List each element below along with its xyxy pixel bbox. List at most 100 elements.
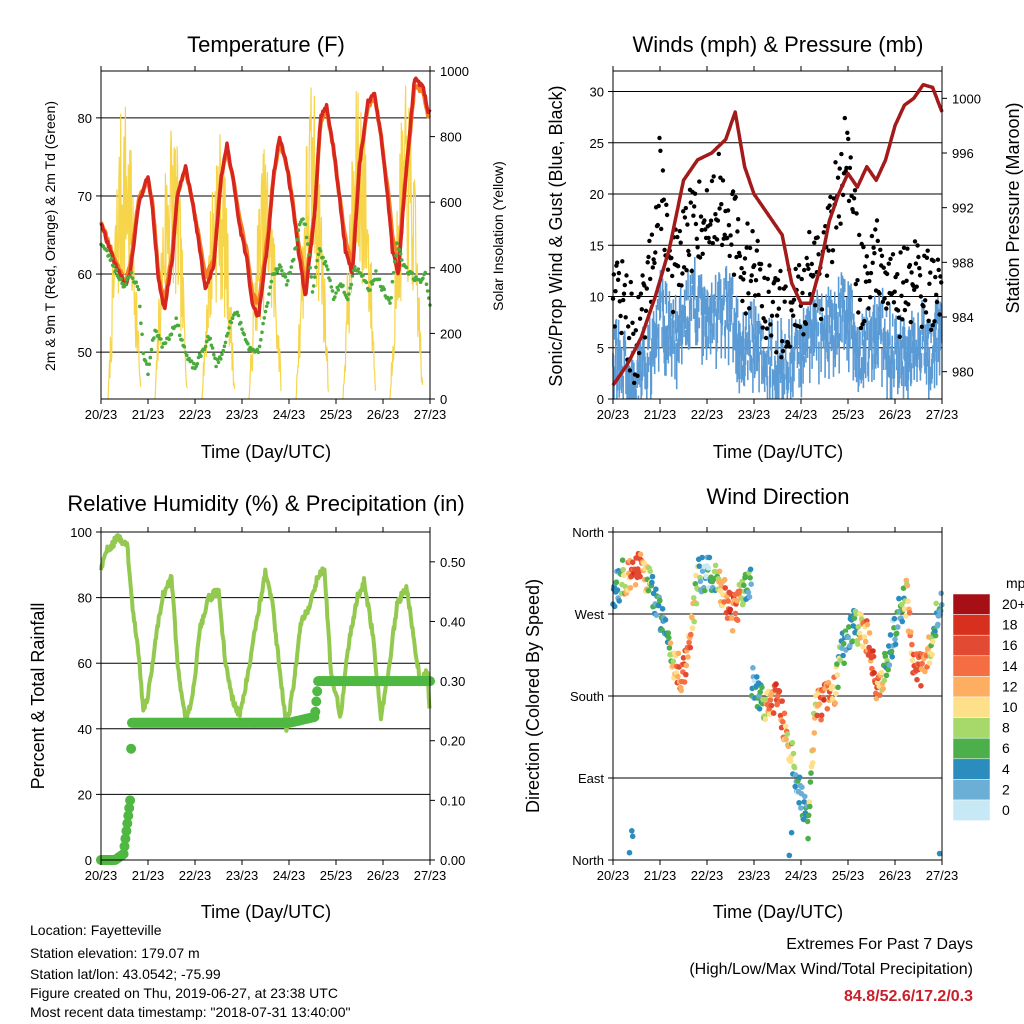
gust-point — [744, 245, 749, 250]
dewpoint-point — [195, 362, 200, 366]
dir-ytick-label: North — [572, 525, 604, 540]
direction-point — [754, 674, 760, 680]
dewpoint-point — [134, 280, 138, 285]
direction-point — [647, 568, 653, 574]
gust-point — [683, 205, 688, 211]
gust-point — [669, 255, 674, 261]
gust-point — [635, 373, 640, 378]
direction-point — [732, 610, 739, 617]
direction-point — [834, 661, 840, 667]
gust-point — [838, 221, 843, 226]
direction-point — [632, 582, 639, 588]
gust-point — [741, 277, 746, 282]
gust-point — [737, 253, 743, 259]
wind-ytick-label: 5 — [597, 341, 604, 356]
legend-label: 0 — [1002, 802, 1010, 818]
temperature-xlabel: Time (Day/UTC) — [201, 442, 331, 462]
rh-ytick-right-label: 0.00 — [440, 853, 465, 868]
gust-point — [877, 291, 882, 296]
gust-point — [826, 248, 831, 253]
dewpoint-point — [316, 252, 321, 257]
dewpoint-point — [257, 344, 262, 349]
gust-point — [665, 267, 671, 272]
wind-ytick-right-label: 1000 — [952, 91, 981, 106]
gust-point — [919, 324, 924, 329]
gust-point — [612, 324, 617, 329]
gust-point — [905, 246, 910, 251]
rh-xtick-label: 21/23 — [132, 868, 165, 883]
gust-point — [637, 316, 643, 321]
direction-point — [870, 648, 876, 654]
gust-point — [626, 335, 632, 341]
direction-point — [805, 835, 811, 842]
direction-point — [905, 598, 911, 605]
gust-point — [675, 264, 681, 269]
direction-point — [807, 803, 813, 810]
gust-point — [768, 322, 773, 327]
direction-point — [697, 578, 704, 585]
gust-point — [645, 260, 650, 265]
gust-point — [686, 252, 692, 258]
temp-ytick-right-label: 0 — [440, 392, 447, 407]
dewpoint-point — [136, 287, 141, 292]
dir-ytick-label: West — [575, 607, 605, 622]
direction-point — [666, 634, 672, 641]
wind-ytick-label: 0 — [597, 392, 604, 407]
direction-point — [834, 672, 841, 678]
rh-xtick-label: 24/23 — [273, 868, 306, 883]
gust-point — [710, 241, 715, 246]
gust-point — [638, 291, 644, 296]
direction-point — [882, 653, 889, 660]
gust-point — [868, 270, 874, 276]
gust-point — [891, 300, 897, 305]
gust-point — [858, 325, 864, 331]
extremes-subtitle: (High/Low/Max Wind/Total Precipitation) — [689, 961, 973, 978]
gust-point — [865, 271, 870, 276]
dewpoint-point — [163, 341, 168, 345]
dewpoint-point — [397, 248, 402, 252]
gust-point — [847, 165, 853, 171]
direction-point — [683, 671, 689, 678]
gust-point — [895, 272, 900, 277]
dewpoint-point — [410, 271, 415, 276]
gust-point — [939, 280, 944, 285]
direction-point — [926, 660, 933, 666]
direction-point — [649, 573, 656, 580]
gust-point — [664, 202, 669, 207]
gust-point — [764, 326, 770, 331]
direction-point — [880, 685, 886, 692]
legend-label: 8 — [1002, 720, 1010, 736]
direction-point — [756, 706, 763, 712]
gust-point — [803, 321, 809, 326]
gust-point — [890, 252, 896, 257]
dewpoint-point — [361, 273, 365, 278]
gust-point — [930, 323, 935, 328]
gust-point — [759, 304, 765, 309]
dewpoint-point — [236, 313, 241, 318]
gust-point — [906, 302, 911, 307]
legend-swatch — [952, 614, 991, 636]
gust-point — [630, 320, 635, 325]
direction-point — [873, 695, 880, 702]
direction-point — [763, 696, 769, 703]
dewpoint-point — [176, 323, 181, 328]
legend-swatch — [952, 593, 991, 615]
temperature-title: Temperature (F) — [187, 32, 345, 57]
info-recent: Most recent data timestamp: "2018-07-31 … — [30, 1004, 351, 1020]
direction-point — [919, 660, 925, 667]
direction-point — [805, 812, 812, 819]
gust-point — [728, 233, 733, 238]
dir-xtick-label: 25/23 — [832, 868, 865, 883]
dewpoint-point — [260, 330, 264, 335]
gust-point — [637, 350, 642, 356]
direction-point — [810, 747, 816, 753]
direction-point — [901, 606, 908, 612]
direction-point — [779, 698, 785, 704]
gust-point — [747, 306, 752, 311]
dewpoint-point — [227, 326, 231, 330]
gust-point — [900, 317, 905, 322]
gust-point — [886, 261, 891, 266]
dewpoint-point — [221, 348, 225, 353]
dir-xtick-label: 27/23 — [926, 868, 959, 883]
dewpoint-point — [333, 295, 337, 299]
